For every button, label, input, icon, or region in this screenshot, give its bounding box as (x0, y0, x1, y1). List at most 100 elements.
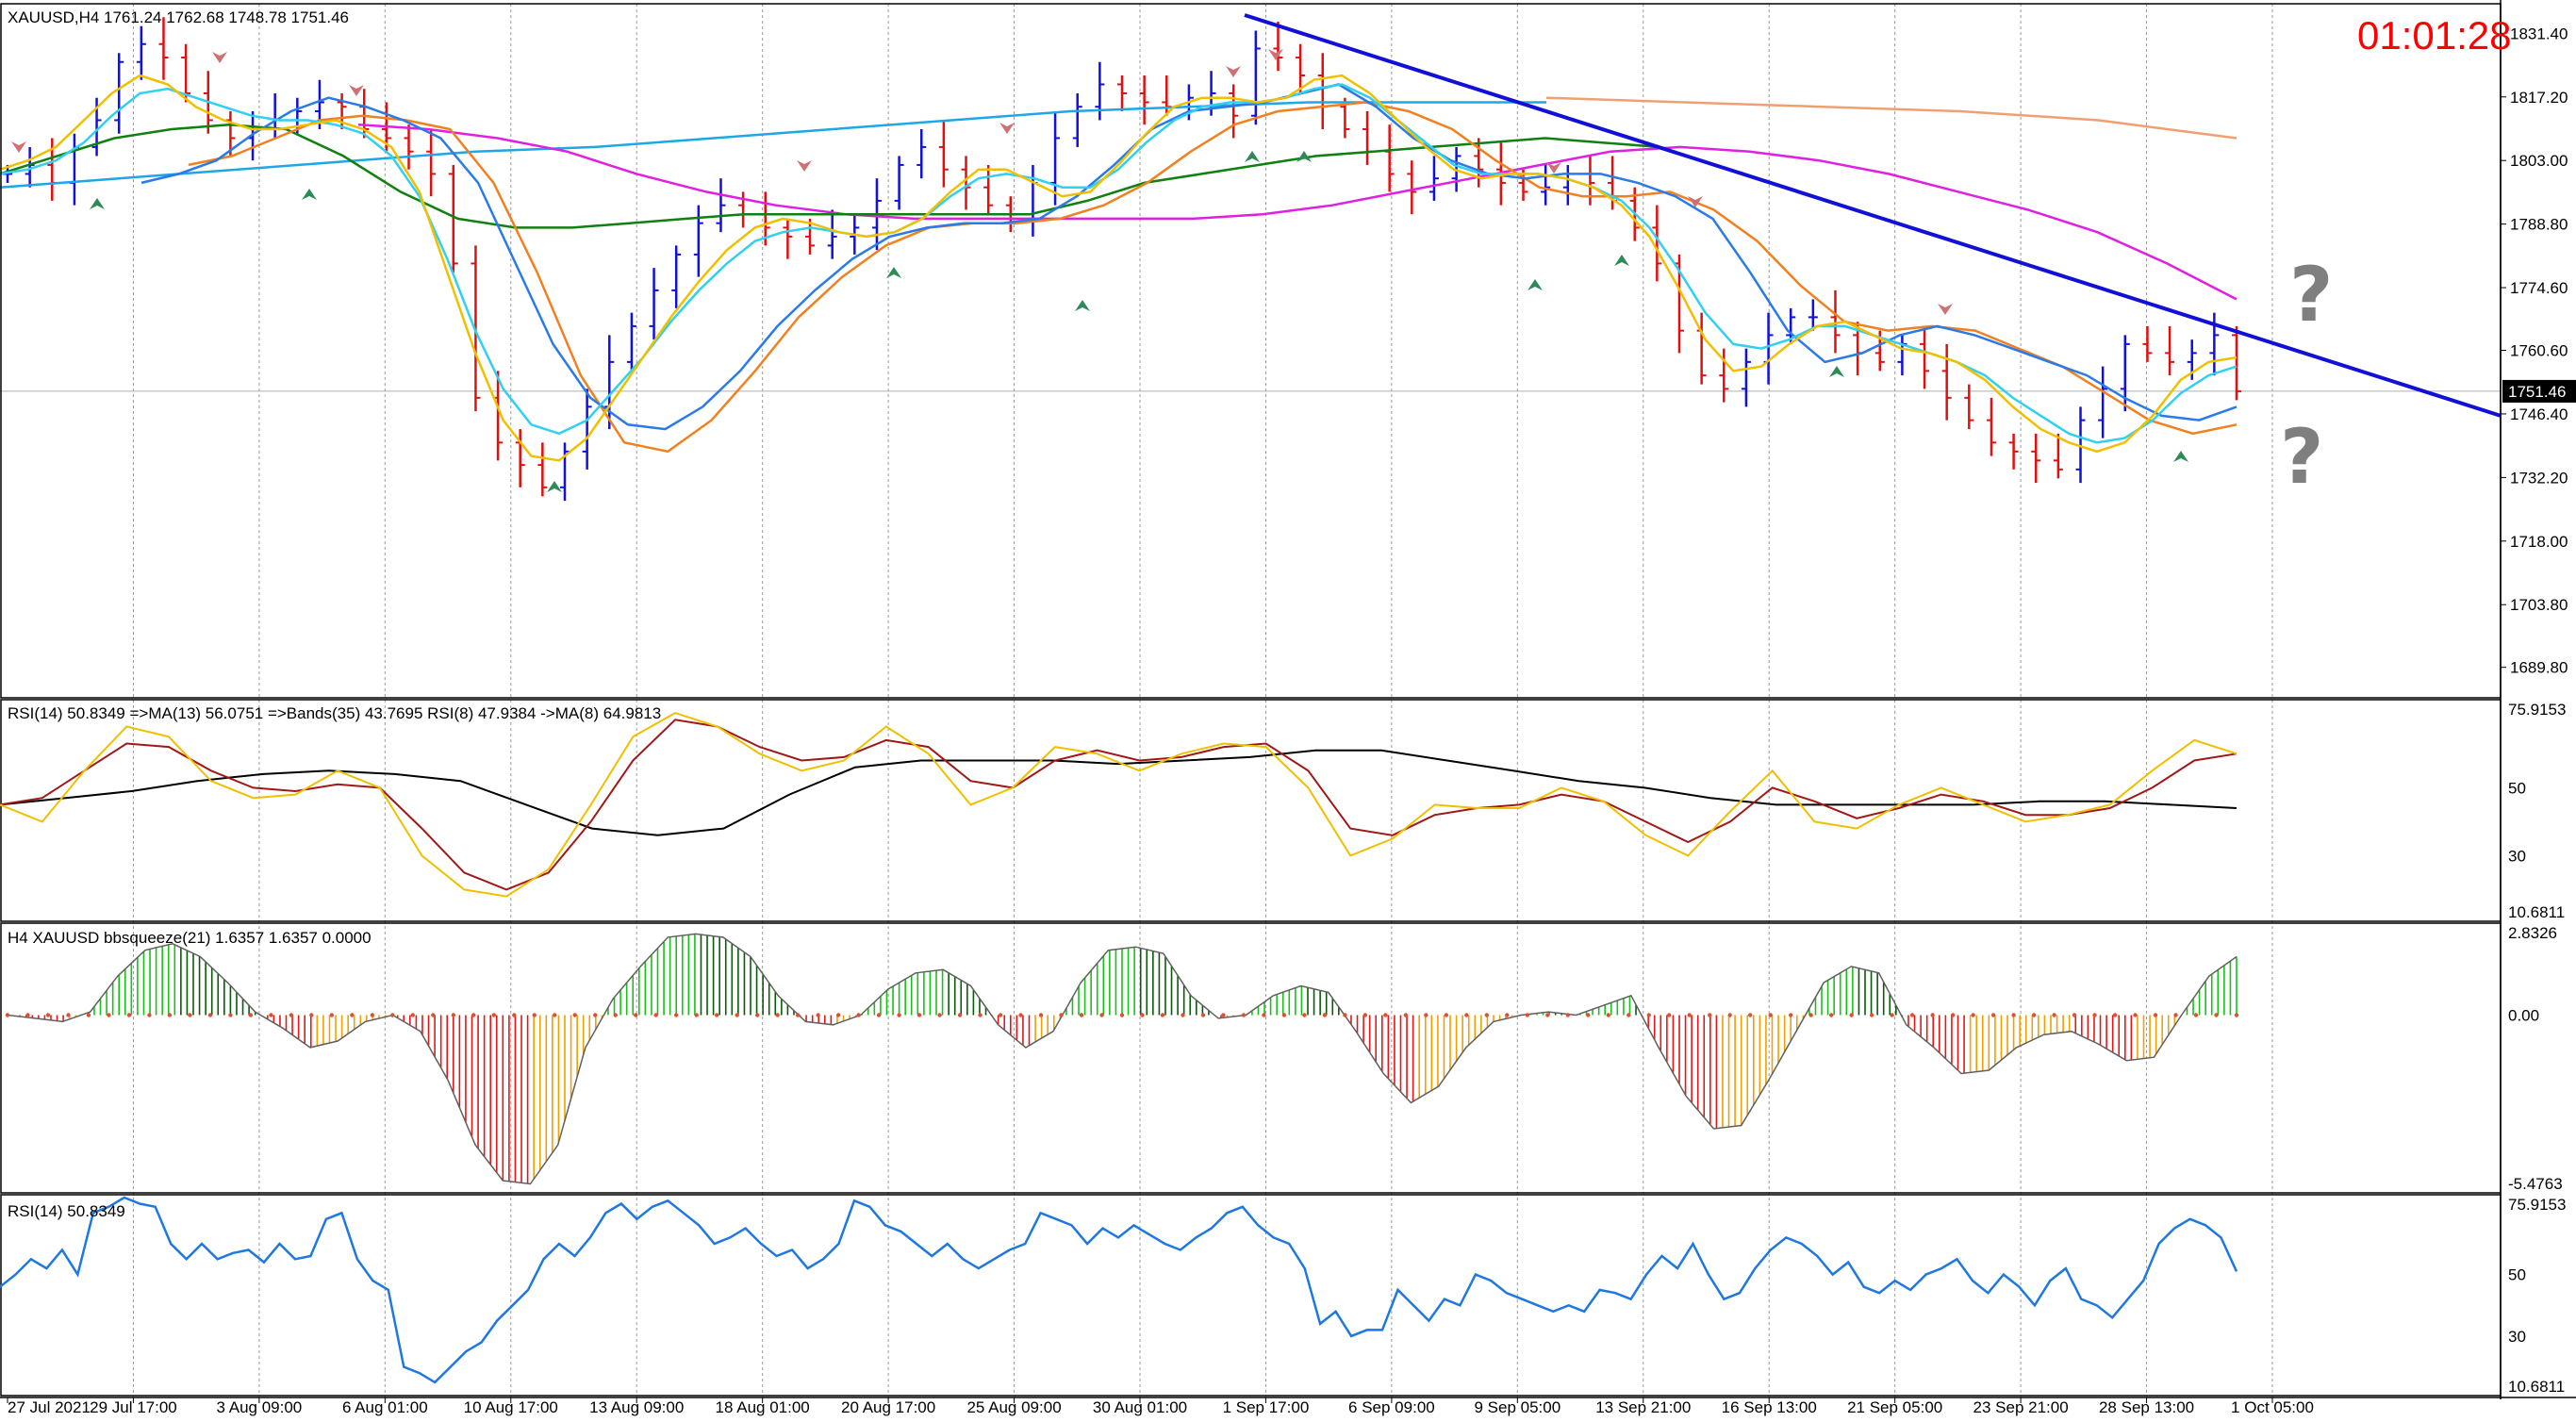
price-tick-label: 1831.40 (2510, 25, 2568, 42)
price-bar (1541, 164, 1551, 206)
x-tick-label: 6 Aug 01:00 (342, 1398, 428, 1416)
price-tick-label: 1803.00 (2510, 152, 2568, 170)
trendline[interactable] (1244, 13, 2502, 418)
rsi-tick-label: 75.9153 (2508, 701, 2566, 719)
fractal-up-arrow-icon (1614, 255, 1629, 266)
price-bar (114, 53, 124, 134)
squeeze-dot (795, 1013, 801, 1017)
x-tick-label: 13 Aug 09:00 (589, 1398, 684, 1416)
squeeze-dot (147, 1013, 152, 1017)
ma-yellow-line (0, 74, 2237, 462)
rsi2-panel[interactable]: 75.9153 50 30 10.6811 (0, 1196, 2566, 1396)
squeeze-dot (207, 1013, 213, 1017)
squeeze-dot (1484, 1013, 1490, 1017)
rsi-tick-label: 50 (2508, 779, 2526, 797)
current-price-label: 1751.46 (2508, 383, 2566, 401)
fractal-down-arrow-icon (1688, 196, 1703, 207)
squeeze-dot (1505, 1013, 1510, 1017)
rsi2-panel-header: RSI(14) 50.8349 (8, 1202, 125, 1220)
rsi2-tick-label: 50 (2508, 1266, 2526, 1284)
symbol-header: XAUUSD,H4 1761.24 1762.68 1748.78 1751.4… (8, 8, 349, 26)
price-bar (938, 120, 949, 188)
squeeze-tick-label: 0.00 (2508, 1007, 2539, 1025)
price-panel[interactable]: 1751.46 (0, 17, 2576, 502)
squeeze-dot (1890, 1013, 1894, 1017)
squeeze-dot (2011, 1013, 2016, 1017)
squeeze-dot (1221, 1013, 1226, 1017)
squeeze-dot (816, 1013, 820, 1017)
price-bar (1407, 160, 1417, 215)
price-bar (827, 209, 837, 259)
price-bar (426, 128, 437, 197)
price-bar (1273, 21, 1283, 72)
grid (132, 4, 2273, 1397)
price-bar (671, 245, 682, 308)
price-tick-label: 1689.80 (2510, 659, 2568, 677)
squeeze-tick-label: -5.4763 (2508, 1175, 2563, 1193)
squeeze-dot (1687, 1013, 1692, 1017)
x-tick-label: 6 Sep 09:00 (1348, 1398, 1435, 1416)
price-bar (2075, 406, 2086, 484)
squeeze-dot (1565, 1013, 1571, 1017)
squeeze-dot (1727, 1013, 1732, 1017)
price-bar (1072, 92, 1082, 147)
squeeze-dot (1525, 1013, 1530, 1017)
rsi2-tick-label: 10.6811 (2508, 1378, 2565, 1396)
fractal-up-arrow-icon (886, 267, 901, 278)
squeeze-dot (2133, 1013, 2138, 1017)
price-bar (1941, 343, 1952, 421)
price-bar (693, 205, 703, 277)
fractal-down-arrow-icon (797, 160, 812, 172)
price-bar (1652, 205, 1662, 282)
squeeze-dot (653, 1013, 658, 1017)
squeeze-dot (694, 1013, 699, 1017)
price-bar (1808, 299, 1818, 331)
ma-cyan-line (0, 83, 2237, 444)
squeeze-dot (1627, 1013, 1631, 1017)
panel-frame-1 (0, 699, 2502, 922)
price-bar (448, 164, 458, 273)
squeeze-dot (1768, 1013, 1773, 1017)
x-tick-label: 10 Aug 17:00 (464, 1398, 558, 1416)
ma-orange-line (188, 101, 2237, 454)
fractal-up-arrow-icon (1245, 151, 1260, 162)
squeeze-dot (350, 1013, 355, 1017)
rsi-panel[interactable]: 75.9153 50 30 10.6811 (0, 701, 2566, 921)
price-bar (2053, 433, 2063, 479)
price-bar (1763, 312, 1774, 385)
price-bar (2232, 325, 2241, 401)
squeeze-dot (1869, 1013, 1874, 1017)
x-tick-label: 29 Jul 17:00 (90, 1398, 177, 1416)
squeeze-dot (431, 1013, 436, 1017)
price-tick-label: 1718.00 (2510, 533, 2568, 551)
trendline-segment[interactable] (1244, 13, 2502, 418)
squeeze-dot (1808, 1013, 1813, 1017)
price-bar (181, 43, 191, 103)
squeeze-dot (937, 1013, 942, 1017)
x-tick-label: 13 Sep 21:00 (1595, 1398, 1691, 1416)
fractal-up-arrow-icon (1296, 151, 1312, 162)
squeeze-dot (107, 1013, 111, 1017)
squeeze-dot (1322, 1013, 1328, 1017)
fractal-down-arrow-icon (1268, 49, 1283, 60)
squeeze-dot (754, 1013, 760, 1017)
squeeze-dot (1119, 1013, 1125, 1017)
squeeze-dot (572, 1013, 577, 1017)
squeeze-dot (1059, 1013, 1064, 1017)
fractal-down-arrow-icon (1546, 162, 1561, 174)
squeeze-dot (2112, 1013, 2118, 1017)
price-bar (1317, 53, 1328, 129)
bbsqueeze-panel[interactable]: 2.8326 0.00 -5.4763 (5, 924, 2563, 1193)
x-tick-label: 18 Aug 01:00 (716, 1398, 810, 1416)
rsi-panel-header: RSI(14) 50.8349 =>MA(13) 56.0751 =>Bands… (8, 704, 661, 722)
rsi8-line (0, 712, 2237, 898)
x-tick-label: 1 Sep 17:00 (1223, 1398, 1310, 1416)
price-tick-label: 1732.20 (2510, 469, 2568, 487)
fractal-down-arrow-icon (1226, 66, 1241, 77)
fractal-up-arrow-icon (2173, 451, 2188, 462)
squeeze-dot (1383, 1013, 1388, 1017)
price-tick-label: 1760.60 (2510, 342, 2568, 360)
fractal-up-arrow-icon (1829, 366, 1844, 377)
